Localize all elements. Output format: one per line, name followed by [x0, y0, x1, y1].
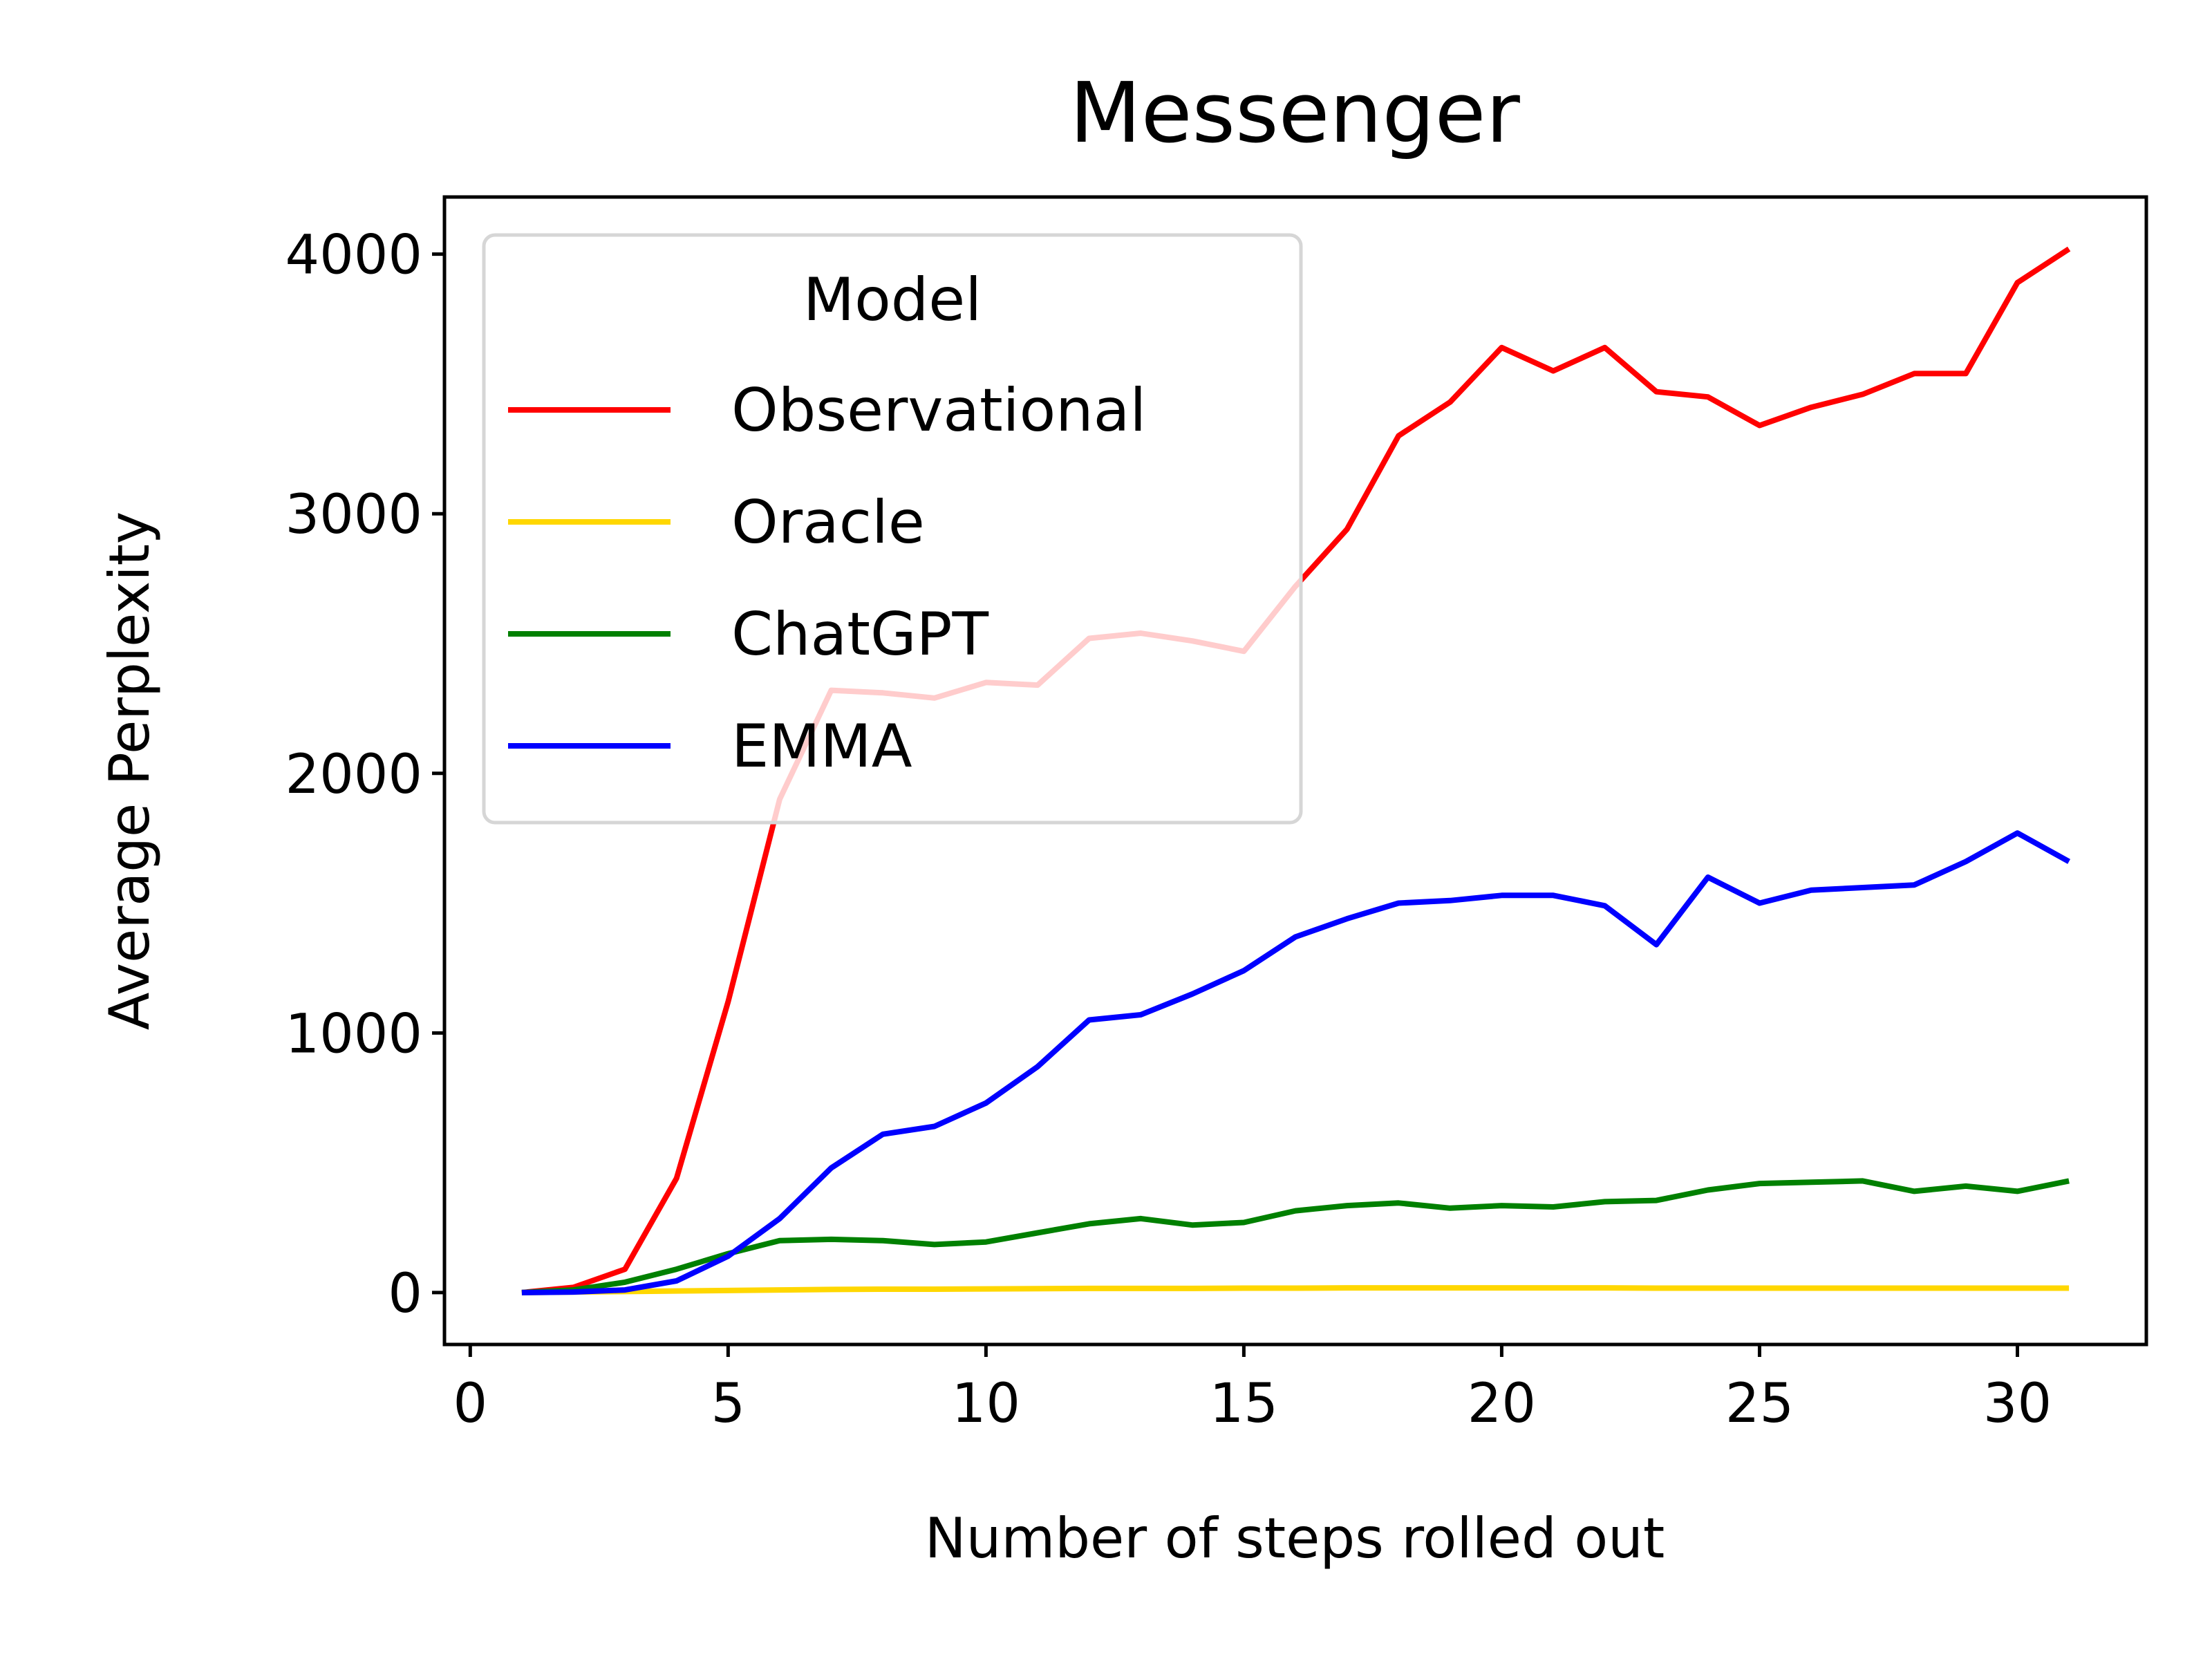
plot-frame [442, 195, 2148, 1347]
series-line-chatgpt [521, 1178, 2070, 1295]
x-tick-label-5: 5 [711, 1373, 746, 1435]
legend-label-emma: EMMA [731, 712, 912, 781]
y-axis-label: Average Perplexity [97, 512, 162, 1031]
series-line-oracle [521, 1285, 2070, 1295]
plot-area [442, 195, 2148, 1347]
legend-label-oracle: Oracle [731, 488, 925, 557]
legend-title: Model [803, 265, 982, 335]
y-tick-label-0: 0 [388, 1263, 422, 1325]
y-tick-label-2000: 2000 [285, 744, 422, 806]
legend: Model Observational Oracle ChatGPT EMMA [482, 233, 1303, 825]
x-tick-label-0: 0 [453, 1373, 487, 1435]
y-tick-label-3000: 3000 [285, 484, 422, 546]
legend-entries: Observational Oracle ChatGPT EMMA [508, 376, 1146, 781]
x-tick-label-20: 20 [1468, 1373, 1536, 1435]
legend-box [482, 233, 1303, 825]
x-axis-label: Number of steps rolled out [925, 1506, 1665, 1571]
chart-title: Messenger [1069, 66, 1520, 162]
x-tick-label-15: 15 [1210, 1373, 1278, 1435]
legend-label-observational: Observational [731, 376, 1146, 445]
legend-label-chatgpt: ChatGPT [731, 600, 988, 669]
x-tick-label-10: 10 [952, 1373, 1020, 1435]
y-tick-label-4000: 4000 [285, 225, 422, 287]
x-tick-label-25: 25 [1725, 1373, 1794, 1435]
x-tick-label-30: 30 [1983, 1373, 2052, 1435]
y-axis: 0 1000 2000 3000 4000 [285, 225, 444, 1325]
y-tick-label-1000: 1000 [285, 1003, 422, 1065]
series-line-emma [521, 830, 2071, 1295]
x-axis: 0 5 10 15 20 25 30 [453, 1344, 2052, 1435]
